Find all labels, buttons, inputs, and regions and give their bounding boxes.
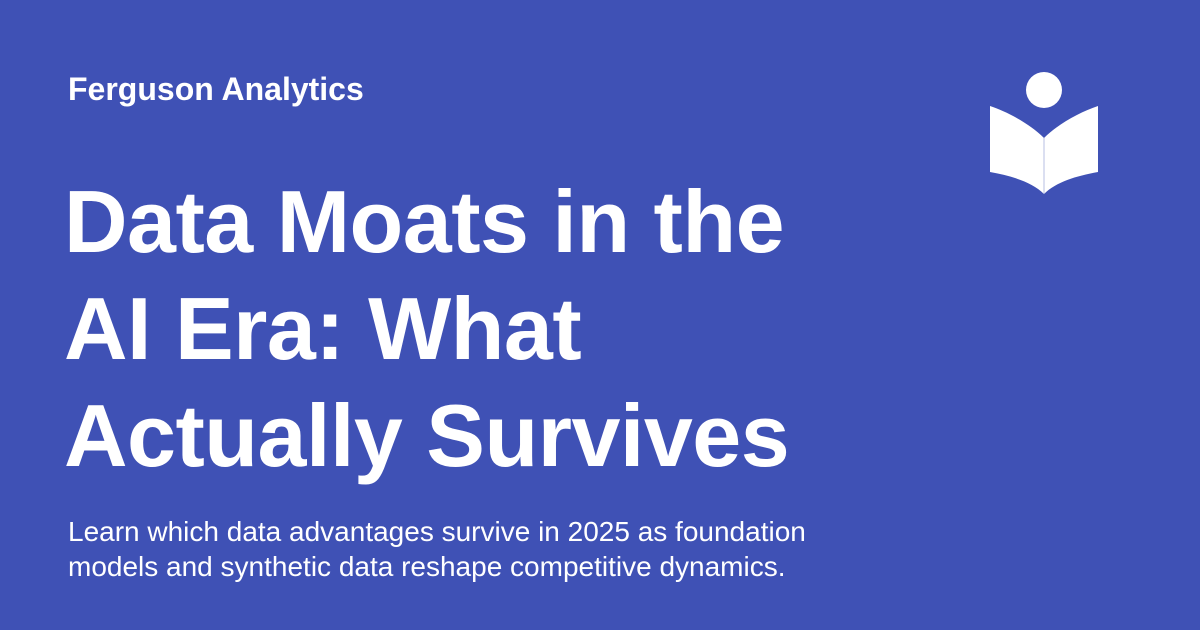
open-book-reader-icon — [990, 72, 1098, 196]
article-description: Learn which data advantages survive in 2… — [68, 516, 806, 582]
article-title: Data Moats in the AI Era: What Actually … — [64, 172, 790, 485]
brand-name: Ferguson Analytics — [68, 71, 364, 107]
